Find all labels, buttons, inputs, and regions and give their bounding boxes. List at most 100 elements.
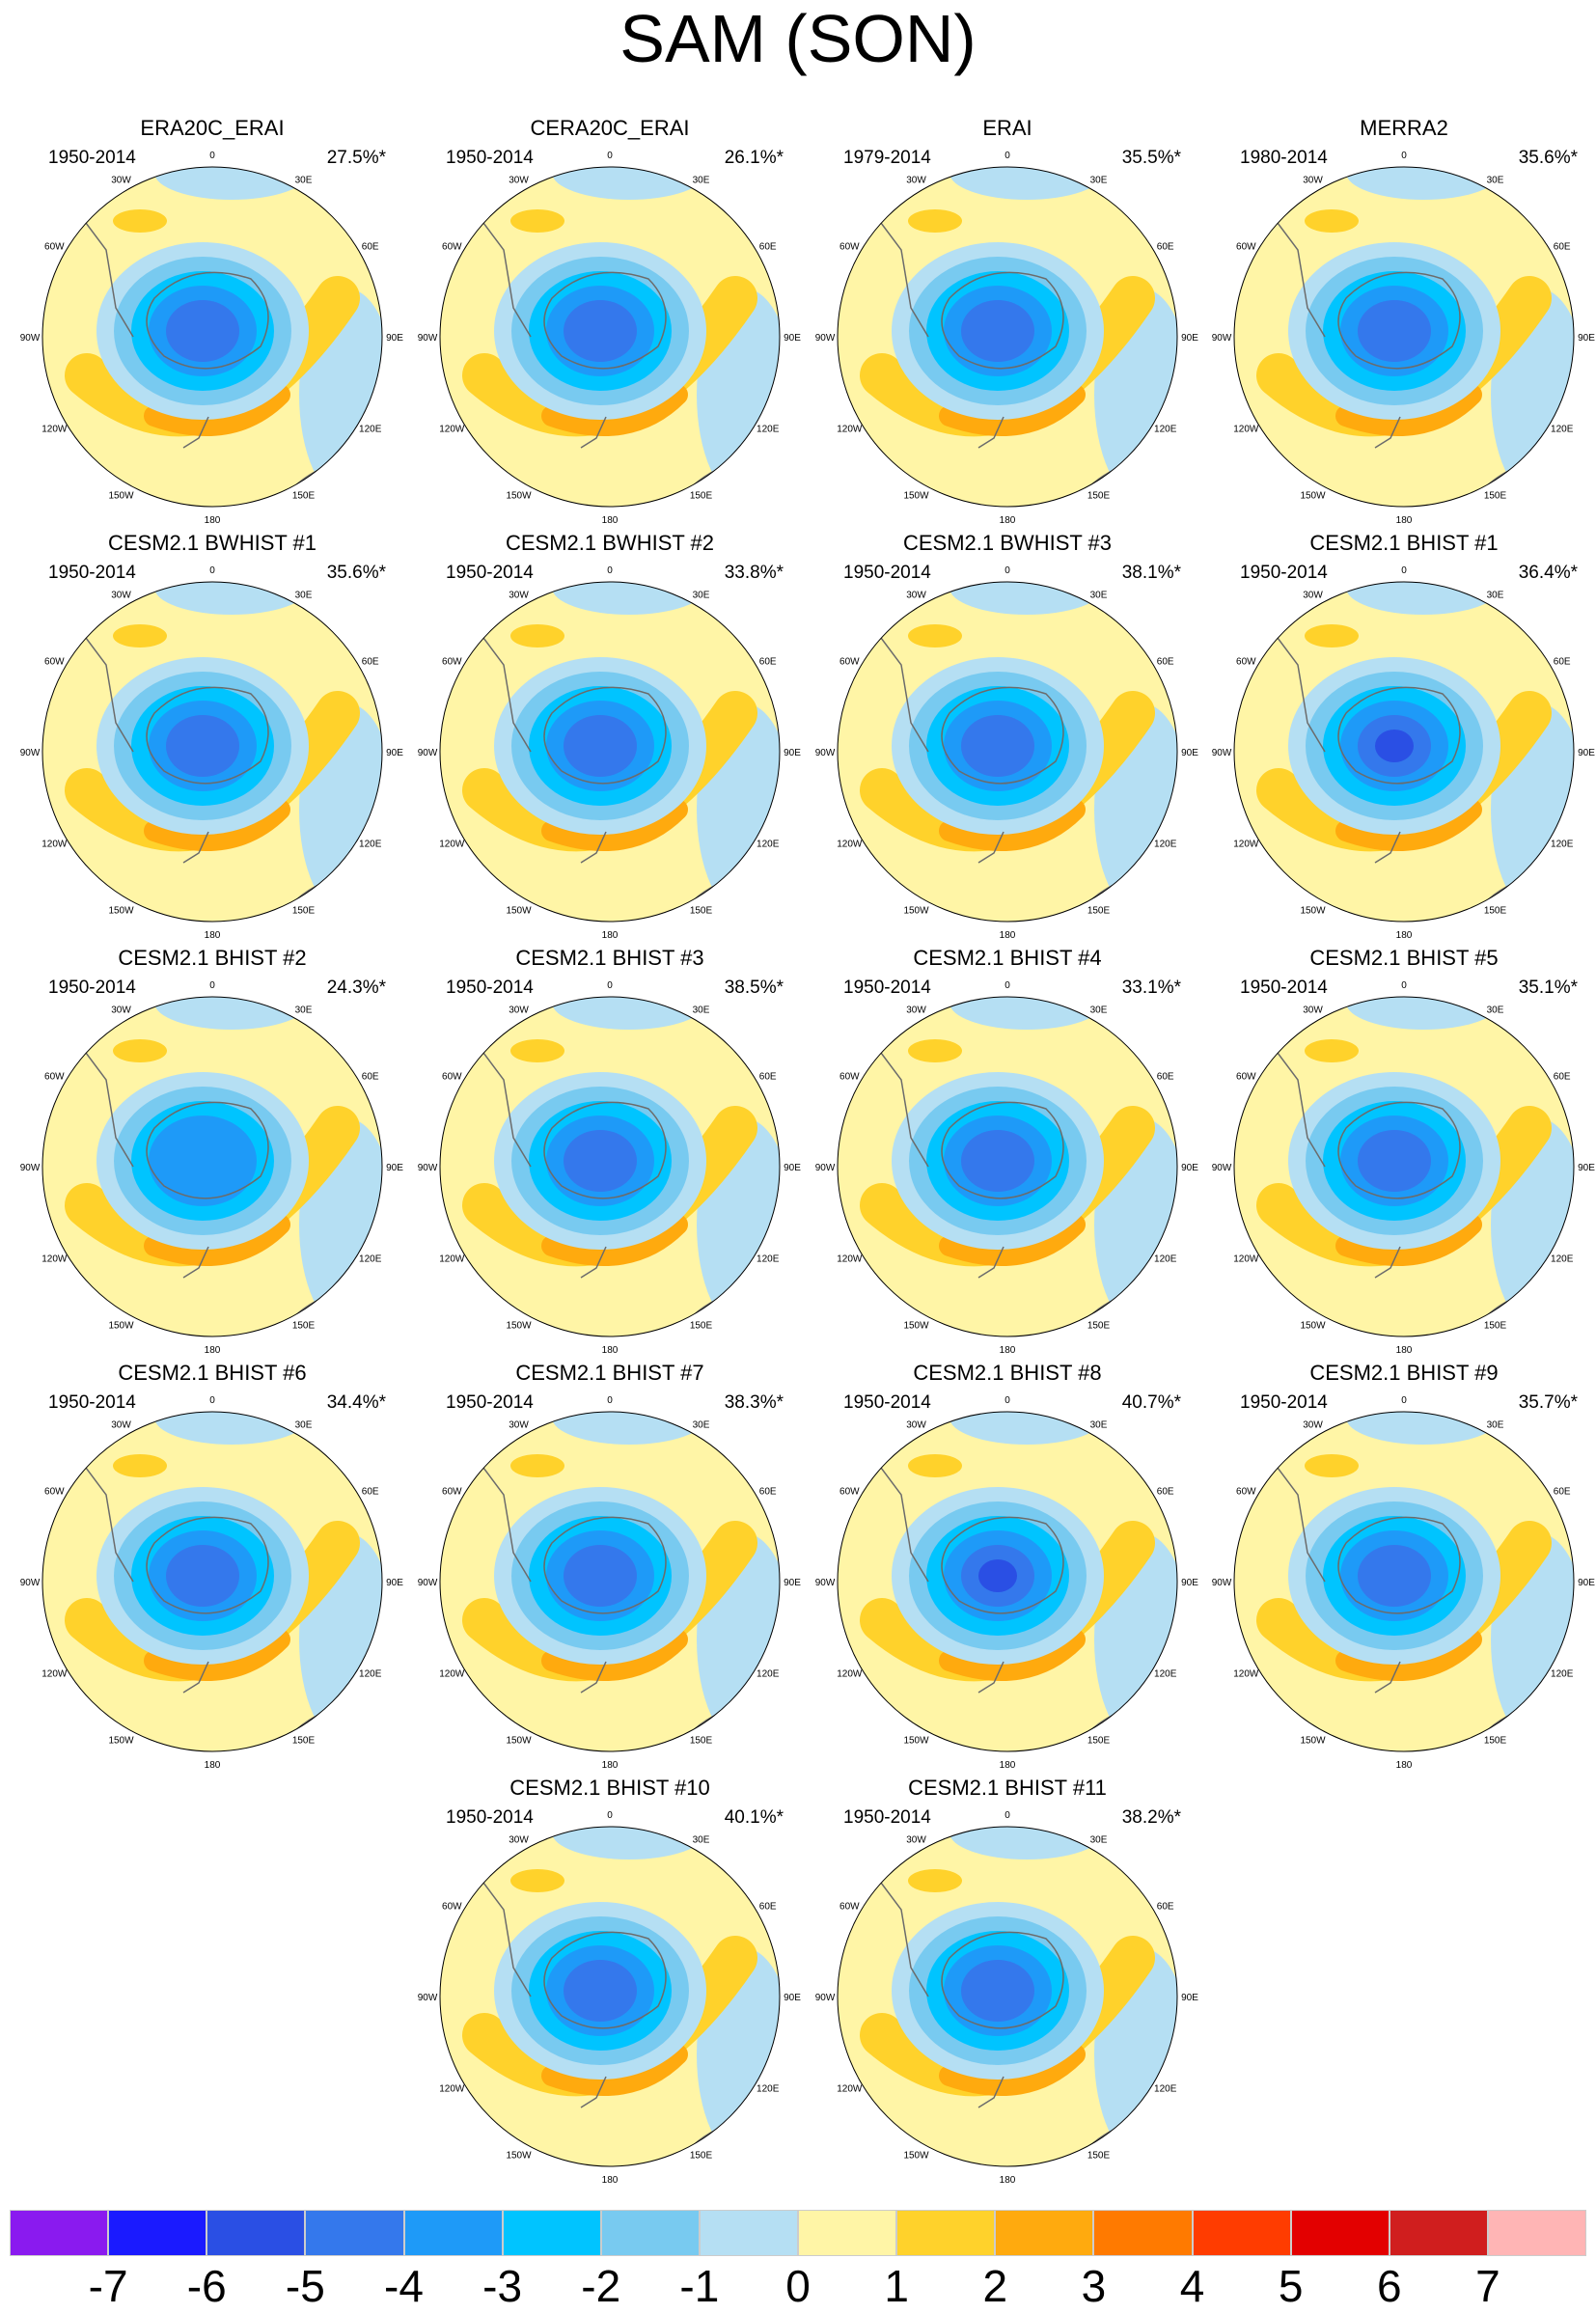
longitude-label: 60E — [362, 242, 379, 253]
antarctica-coastline — [543, 686, 667, 785]
negative-anomaly-contour — [1358, 1545, 1431, 1607]
longitude-label: 150W — [1300, 1736, 1326, 1747]
near-zero-patch — [552, 167, 706, 200]
longitude-label: 30W — [111, 1419, 131, 1430]
panel-title: CESM2.1 BHIST #2 — [118, 946, 307, 970]
polar-map: 0 30E 60E 90E 120E 150E 180 150W 120W 90W 60W 30W — [1212, 1395, 1596, 1771]
positive-anomaly-core — [144, 1629, 290, 1681]
antarctica-coastline — [543, 1101, 667, 1199]
positive-anomaly-core — [939, 384, 1086, 436]
new-zealand-coastline — [580, 2076, 607, 2108]
map-border — [837, 166, 1178, 508]
negative-anomaly-contour — [564, 1545, 637, 1607]
longitude-label: 90W — [418, 333, 438, 344]
map-border — [439, 996, 781, 1337]
negative-anomaly-contour — [564, 300, 637, 362]
polar-map: 0 30E 60E 90E 120E 150E 180 150W 120W 90W 60W 30W — [418, 1810, 802, 2186]
positive-anomaly-blob — [510, 1039, 564, 1062]
antarctica-coastline — [941, 1516, 1064, 1614]
longitude-label: 60W — [839, 242, 860, 253]
antarctica-coastline — [941, 686, 1064, 785]
longitude-label: 120E — [1551, 1254, 1574, 1265]
south-america-coastline — [474, 1040, 532, 1168]
longitude-label: 30W — [111, 590, 131, 600]
longitude-label: 0 — [209, 565, 215, 576]
negative-anomaly-contour — [166, 300, 239, 362]
panel-period: 1950-2014 — [48, 1392, 136, 1413]
positive-anomaly-core — [939, 1214, 1086, 1266]
negative-anomaly-contour — [1358, 300, 1431, 362]
south-america-coastline — [1268, 625, 1326, 753]
longitude-label: 30W — [906, 175, 926, 185]
panel-period: 1950-2014 — [843, 1392, 931, 1413]
longitude-label: 180 — [602, 930, 619, 941]
longitude-label: 0 — [607, 1395, 613, 1406]
near-zero-patch — [154, 997, 309, 1030]
panel-explained-variance: 35.1%* — [1518, 978, 1578, 998]
longitude-label: 90W — [418, 1578, 438, 1588]
longitude-label: 150W — [506, 2151, 532, 2162]
near-zero-patch — [949, 167, 1104, 200]
south-america-coastline — [474, 625, 532, 753]
longitude-label: 120W — [837, 1254, 863, 1265]
south-america-coastline — [76, 1455, 134, 1583]
panel-explained-variance: 38.3%* — [724, 1392, 784, 1413]
longitude-label: 120E — [359, 840, 382, 850]
longitude-label: 180 — [602, 2175, 619, 2186]
longitude-label: 90E — [386, 748, 403, 758]
longitude-label: 0 — [1401, 1395, 1407, 1406]
longitude-label: 120W — [1233, 1254, 1259, 1265]
longitude-label: 60E — [362, 657, 379, 668]
new-zealand-coastline — [580, 1661, 607, 1694]
panel-explained-variance: 35.6%* — [326, 563, 386, 583]
panel-title: CESM2.1 BHIST #6 — [118, 1361, 307, 1385]
panel-explained-variance: 35.7%* — [1518, 1392, 1578, 1413]
longitude-label: 150E — [1087, 1736, 1111, 1747]
longitude-label: 0 — [607, 980, 613, 991]
antarctica-coastline — [146, 686, 269, 785]
longitude-label: 30E — [1090, 590, 1108, 600]
panel-title: CESM2.1 BWHIST #3 — [903, 531, 1112, 555]
map-panel: 0 30E 60E 90E 120E 150E 180 150W 120W 90W 60W 30W CE… — [814, 946, 1200, 1361]
positive-anomaly-blob — [908, 209, 962, 233]
longitude-label: 120E — [757, 425, 780, 435]
longitude-label: 90E — [1578, 1578, 1595, 1588]
polar-map: 0 30E 60E 90E 120E 150E 180 150W 120W 90W 60W 30W — [20, 980, 404, 1356]
panel-explained-variance: 40.7%* — [1121, 1392, 1181, 1413]
longitude-label: 90W — [815, 333, 836, 344]
positive-anomaly-core — [939, 1629, 1086, 1681]
panel-title: CERA20C_ERAI — [530, 116, 690, 140]
positive-anomaly-blob — [510, 209, 564, 233]
positive-anomaly-blob — [1305, 1039, 1359, 1062]
longitude-label: 60E — [759, 242, 777, 253]
panel-title: CESM2.1 BWHIST #1 — [108, 531, 316, 555]
colorbar-box — [1290, 2210, 1390, 2256]
longitude-label: 0 — [209, 980, 215, 991]
longitude-label: 0 — [1004, 565, 1010, 576]
near-zero-patch — [949, 1412, 1104, 1445]
longitude-label: 90E — [386, 1578, 403, 1588]
south-america-coastline — [871, 1040, 929, 1168]
longitude-label: 120E — [1551, 840, 1574, 850]
map-border — [439, 166, 781, 508]
longitude-label: 60W — [839, 1487, 860, 1498]
longitude-label: 120E — [359, 425, 382, 435]
longitude-label: 150W — [903, 491, 929, 502]
negative-anomaly-contour — [961, 300, 1034, 362]
longitude-label: 60W — [442, 1487, 462, 1498]
longitude-label: 120E — [1154, 2084, 1177, 2095]
map-border — [41, 581, 383, 923]
longitude-label: 30W — [1303, 1419, 1323, 1430]
negative-anomaly-contour — [961, 1960, 1034, 2022]
longitude-label: 90W — [418, 1163, 438, 1173]
near-zero-patch — [1346, 582, 1500, 615]
positive-anomaly-blob — [113, 1039, 167, 1062]
figure-title: SAM (SON) — [619, 1, 977, 76]
south-america-coastline — [474, 1870, 532, 1997]
positive-anomaly-blob — [908, 624, 962, 647]
longitude-label: 30W — [509, 1419, 529, 1430]
polar-map: 0 30E 60E 90E 120E 150E 180 150W 120W 90W 60W 30W — [1212, 980, 1596, 1356]
longitude-label: 90E — [784, 748, 801, 758]
longitude-label: 120W — [837, 840, 863, 850]
panel-title: CESM2.1 BHIST #4 — [913, 946, 1102, 970]
